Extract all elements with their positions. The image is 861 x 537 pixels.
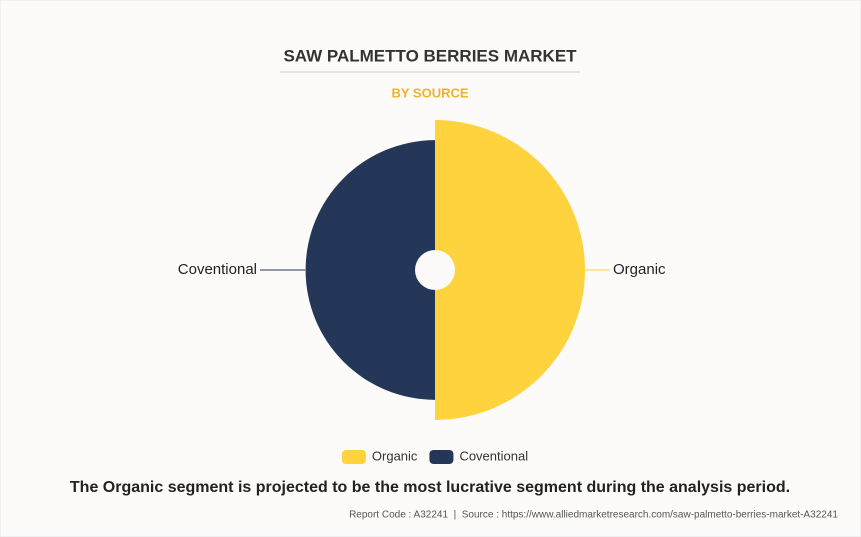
rose-slice [305,140,435,400]
legend-swatch [429,450,454,464]
footer-note: The Organic segment is projected to be t… [70,479,790,496]
legend-label: Coventional [459,448,528,463]
legend-swatch [341,450,366,464]
slice-label: Organic [613,261,666,278]
chart-subtitle: BY SOURCE [391,85,468,100]
legend-label: Organic [372,448,418,463]
footer-source: Report Code : A32241 | Source : https://… [349,510,838,521]
slice-label: Coventional [178,261,257,278]
rose-slice [435,120,585,420]
chart-title: SAW PALMETTO BERRIES MARKET [283,46,577,65]
